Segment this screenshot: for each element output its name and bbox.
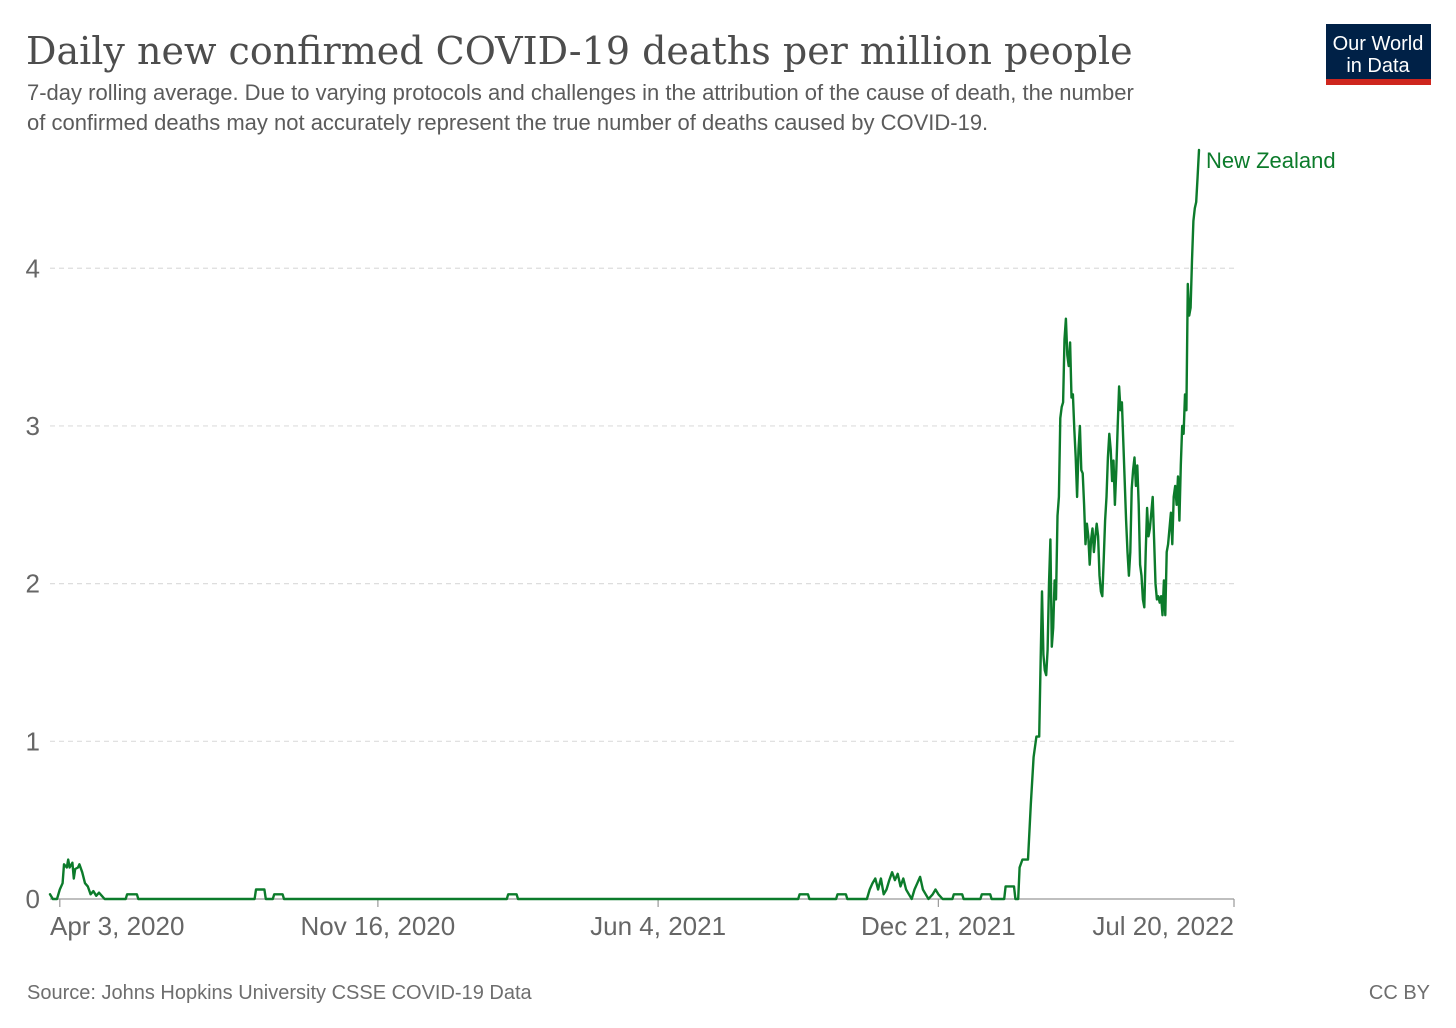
- y-tick-label-3: 3: [26, 411, 40, 441]
- grid-lines: [50, 267, 1234, 742]
- x-tick-label-0: Apr 3, 2020: [50, 911, 184, 941]
- series-label-new-zealand: New Zealand: [1206, 148, 1336, 173]
- y-tick-label-0: 0: [26, 884, 40, 914]
- y-axis: 0 1 2 3 4: [26, 253, 40, 914]
- logo-background: [1326, 24, 1431, 79]
- chart-subtitle-line1: 7-day rolling average. Due to varying pr…: [27, 80, 1134, 105]
- y-tick-label-4: 4: [26, 253, 40, 283]
- chart-subtitle-line2: of confirmed deaths may not accurately r…: [27, 110, 988, 135]
- x-tick-label-2: Jun 4, 2021: [590, 911, 726, 941]
- x-tick-label-4: Jul 20, 2022: [1092, 911, 1234, 941]
- y-tick-label-1: 1: [26, 726, 40, 756]
- source-note[interactable]: Source: Johns Hopkins University CSSE CO…: [27, 982, 533, 1004]
- owid-logo[interactable]: Our World in Data: [1326, 24, 1431, 85]
- license-note[interactable]: CC BY: [1369, 982, 1430, 1004]
- series-line-new-zealand: [48, 148, 1201, 901]
- x-axis: Apr 3, 2020 Nov 16, 2020 Jun 4, 2021 Dec 21…: [50, 898, 1235, 941]
- x-tick-label-3: Dec 21, 2021: [861, 911, 1016, 941]
- series-layer: New Zealand: [48, 148, 1336, 901]
- chart-title: Daily new confirmed COVID-19 deaths per …: [26, 29, 1133, 73]
- logo-text-line2: in Data: [1346, 55, 1410, 77]
- x-tick-label-1: Nov 16, 2020: [301, 911, 456, 941]
- logo-accent-bar: [1326, 79, 1431, 85]
- logo-text-line1: Our World: [1333, 33, 1424, 55]
- y-tick-label-2: 2: [26, 569, 40, 599]
